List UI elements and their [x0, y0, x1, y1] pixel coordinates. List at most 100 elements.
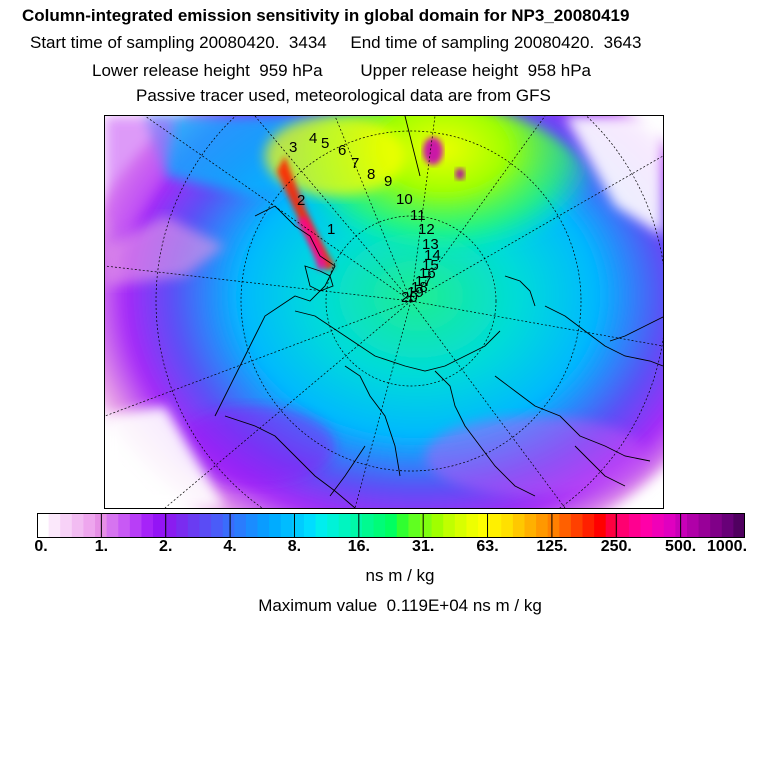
colorbar-tick-label: 1000.: [706, 538, 748, 555]
colorbar-tick-label: 8.: [287, 538, 302, 555]
colorbar-swatch: [361, 513, 375, 538]
colorbar-swatch: [628, 513, 642, 538]
trajectory-label-10: 10: [396, 191, 413, 208]
release-height-line: Lower release height 959 hPa Upper relea…: [92, 61, 591, 80]
colorbar-dividers: [100, 513, 682, 538]
trajectory-labels: 1 2 3 4 5 6 7 8 9 10 11 12 13 14 15 16 1…: [289, 130, 441, 306]
colorbar-swatch: [408, 513, 421, 538]
colorbar-swatch: [373, 513, 386, 538]
trajectory-label-7: 7: [351, 155, 359, 172]
chart-title: Column-integrated emission sensitivity i…: [22, 6, 630, 25]
trajectory-label-9: 9: [384, 173, 392, 190]
colorbar-swatch: [547, 513, 560, 538]
colorbar-tick-label: 250.: [600, 538, 632, 555]
colorbar-tick-label: 0.: [34, 538, 48, 555]
colorbar-swatch: [582, 513, 595, 538]
graticule: [105, 116, 663, 508]
colorbar-swatch: [489, 513, 502, 538]
colorbar-swatch: [315, 513, 328, 538]
colorbar-swatch: [350, 513, 363, 538]
trajectory-label-14: 14: [424, 247, 441, 264]
colorbar-swatch: [141, 513, 154, 538]
polar-map-plot: 1 2 3 4 5 6 7 8 9 10 11 12 13 14 15 16 1…: [104, 115, 664, 509]
trajectory-label-17: 17: [415, 273, 432, 290]
colorbar-swatch: [663, 513, 676, 538]
colorbar-swatch: [396, 513, 410, 538]
colorbar-swatch: [594, 513, 607, 538]
colorbar-swatch: [176, 513, 189, 538]
colorbar-swatch: [559, 513, 572, 538]
trajectory-label-2: 2: [297, 192, 305, 209]
sensitivity-field: [105, 116, 663, 508]
tracer-info-line: Passive tracer used, meteorological data…: [136, 86, 551, 105]
colorbar-tick-label: 4.: [223, 538, 237, 555]
colorbar-swatch: [431, 513, 444, 538]
colorbar-swatch: [710, 513, 723, 538]
colorbar-swatch: [199, 513, 212, 538]
trajectory-label-3: 3: [289, 139, 297, 156]
colorbar-tick-label: 500.: [665, 538, 697, 555]
colorbar-swatches: [37, 513, 745, 538]
colorbar-swatch: [512, 513, 526, 538]
colorbar-swatch: [327, 513, 340, 538]
colorbar-swatch: [37, 513, 50, 538]
trajectory-label-6: 6: [338, 142, 346, 159]
colorbar-swatch: [454, 513, 468, 538]
colorbar-swatch: [118, 513, 131, 538]
colorbar-swatch: [338, 513, 351, 538]
trajectory-label-15: 15: [422, 257, 439, 274]
colorbar-swatch: [164, 513, 177, 538]
max-value-label: Maximum value 0.119E+04 ns m / kg: [258, 596, 542, 615]
colorbar-swatch: [153, 513, 166, 538]
trajectory-label-8: 8: [367, 166, 375, 183]
trajectory-label-18: 18: [411, 279, 428, 296]
colorbar: [37, 513, 745, 538]
colorbar-swatch: [605, 513, 618, 538]
colorbar-swatch: [245, 513, 259, 538]
colorbar-swatch: [686, 513, 700, 538]
colorbar-swatch: [443, 513, 456, 538]
colorbar-swatch: [385, 513, 398, 538]
colorbar-swatch: [524, 513, 537, 538]
colorbar-tick-label: 1.: [94, 538, 109, 555]
trajectory-label-4: 4: [309, 130, 317, 147]
colorbar-swatch: [721, 513, 734, 538]
colorbar-swatch: [640, 513, 653, 538]
colorbar-swatch: [570, 513, 584, 538]
colorbar-swatch: [269, 513, 282, 538]
colorbar-swatch: [60, 513, 73, 538]
colorbar-swatch: [536, 513, 549, 538]
colorbar-swatch: [292, 513, 305, 538]
colorbar-swatch: [71, 513, 85, 538]
colorbar-swatch: [187, 513, 201, 538]
trajectory-label-1: 1: [327, 221, 335, 238]
trajectory-label-16: 16: [419, 265, 436, 282]
trajectory-label-11: 11: [410, 207, 426, 224]
trajectory-label-12: 12: [418, 221, 435, 238]
colorbar-swatch: [617, 513, 630, 538]
coastlines: [214, 116, 663, 508]
colorbar-tick-label: 31.: [412, 538, 435, 555]
colorbar-swatch: [420, 513, 433, 538]
colorbar-swatch: [733, 513, 745, 538]
map-svg: 1 2 3 4 5 6 7 8 9 10 11 12 13 14 15 16 1…: [105, 116, 663, 508]
colorbar-tick-label: 125.: [536, 538, 568, 555]
trajectory-label-20: 20: [401, 289, 418, 306]
colorbar-swatch: [675, 513, 688, 538]
colorbar-swatch: [698, 513, 711, 538]
colorbar-swatch: [48, 513, 61, 538]
trajectory-label-19: 19: [407, 284, 424, 301]
colorbar-tick-label: 16.: [347, 538, 370, 555]
colorbar-swatch: [211, 513, 224, 538]
colorbar-swatch: [466, 513, 479, 538]
colorbar-swatch: [234, 513, 247, 538]
colorbar-swatch: [478, 513, 491, 538]
colorbar-swatch: [83, 513, 96, 538]
colorbar-tick-labels: 0. 1. 2. 4. 8. 16. 31. 63. 125. 250. 500. 1000.: [0, 538, 768, 560]
colorbar-swatch: [106, 513, 119, 538]
colorbar-swatch: [303, 513, 317, 538]
trajectory-label-5: 5: [321, 135, 329, 152]
colorbar-swatch: [280, 513, 293, 538]
colorbar-swatch: [257, 513, 270, 538]
colorbar-swatch: [501, 513, 514, 538]
